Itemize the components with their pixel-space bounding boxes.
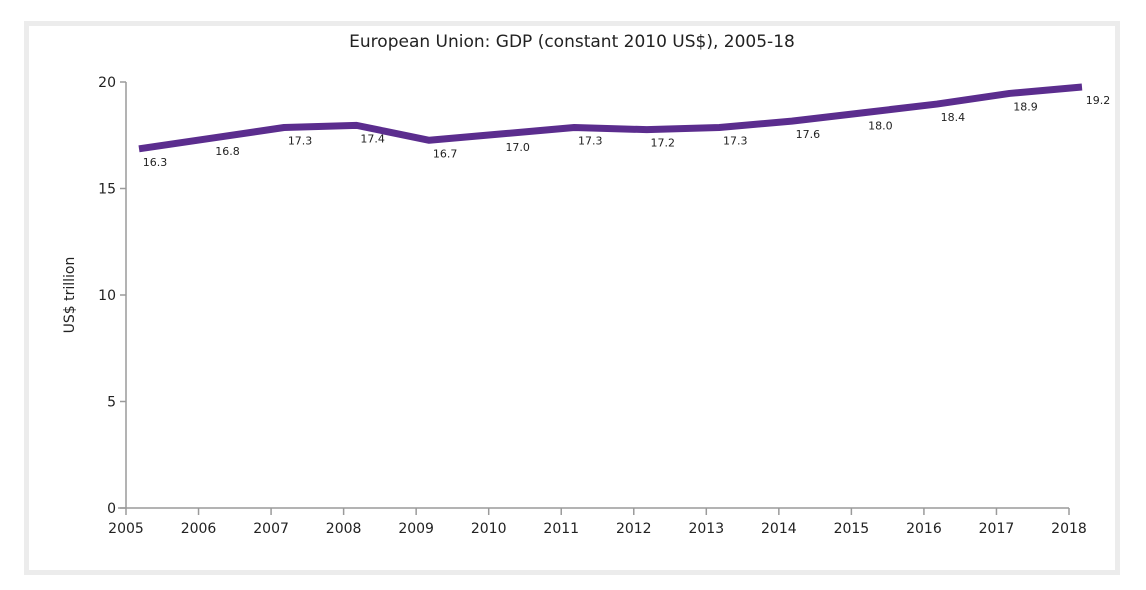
y-tick-label: 0 — [107, 501, 116, 517]
data-label: 16.7 — [433, 147, 458, 160]
data-label: 17.2 — [651, 137, 676, 150]
data-label: 17.6 — [796, 128, 821, 141]
x-tick-label: 2015 — [834, 521, 870, 537]
data-label: 17.0 — [505, 141, 530, 154]
data-label: 16.8 — [215, 145, 240, 158]
data-label: 18.4 — [941, 111, 966, 124]
data-label: 17.3 — [723, 135, 748, 148]
x-tick-label: 2006 — [181, 521, 217, 537]
series-line — [138, 83, 1083, 153]
data-label: 18.0 — [868, 120, 893, 133]
y-tick-label: 20 — [98, 75, 116, 91]
data-label: 17.4 — [360, 132, 385, 145]
axes: 0 5 10 15 20 2005 2006 2007 2008 2009 2010 2011 2012… — [98, 75, 1087, 537]
data-label: 18.9 — [1013, 100, 1038, 113]
data-label: 19.2 — [1086, 94, 1111, 107]
y-tick-label: 10 — [98, 288, 116, 304]
x-tick-label: 2018 — [1051, 521, 1087, 537]
y-tick-label: 15 — [98, 182, 116, 198]
data-label: 17.3 — [578, 135, 603, 148]
series-group — [138, 83, 1083, 153]
data-label: 16.3 — [143, 156, 168, 169]
x-tick-label: 2011 — [543, 521, 579, 537]
x-tick-label: 2013 — [688, 521, 724, 537]
chart-title: European Union: GDP (constant 2010 US$),… — [349, 32, 795, 52]
y-axis-title: US$ trillion — [62, 257, 78, 334]
y-tick-label: 5 — [107, 395, 116, 411]
x-tick-label: 2005 — [108, 521, 144, 537]
x-tick-label: 2010 — [471, 521, 507, 537]
data-label: 17.3 — [288, 135, 313, 148]
x-tick-label: 2007 — [253, 521, 289, 537]
x-tick-label: 2008 — [326, 521, 362, 537]
x-tick-label: 2014 — [761, 521, 797, 537]
x-tick-label: 2017 — [979, 521, 1015, 537]
x-tick-label: 2016 — [906, 521, 942, 537]
x-tick-label: 2012 — [616, 521, 652, 537]
x-tick-label: 2009 — [398, 521, 434, 537]
data-labels-group: 16.3 16.8 17.3 17.4 16.7 17.0 17.3 17.2 17.3 17.6… — [143, 94, 1111, 169]
chart-frame — [24, 21, 1120, 575]
